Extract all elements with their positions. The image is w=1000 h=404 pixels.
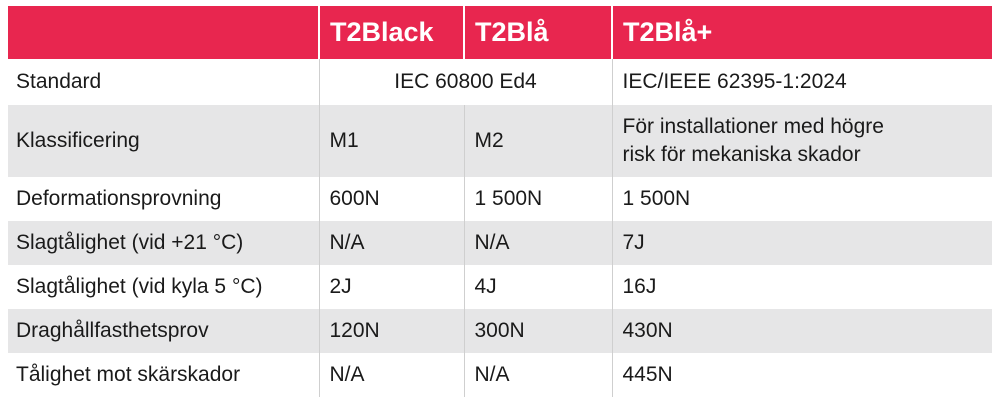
klassificering-t2blaplus: För installationer med högre risk för me…: [611, 105, 992, 177]
drag-t2black: 120N: [318, 309, 464, 353]
table-row-slag21: Slagtålighet (vid +21 °C) N/A N/A 7J: [8, 221, 992, 265]
row-label: Draghållfasthetsprov: [8, 309, 319, 353]
slag5-t2bla: 4J: [463, 265, 612, 309]
klassificering-t2blaplus-line2: risk för mekaniska skador: [622, 143, 861, 166]
table-row-drag: Draghållfasthetsprov 120N 300N 430N: [8, 309, 992, 353]
comparison-table-wrapper: T2Black T2Blå T2Blå+ Standard IEC 60800 …: [8, 6, 992, 397]
skar-t2bla: N/A: [463, 353, 612, 397]
slag21-t2blaplus: 7J: [611, 221, 992, 265]
table-row-slag5: Slagtålighet (vid kyla 5 °C) 2J 4J 16J: [8, 265, 992, 309]
table-row-standard: Standard IEC 60800 Ed4 IEC/IEEE 62395-1:…: [8, 59, 992, 105]
header-row: T2Black T2Blå T2Blå+: [8, 6, 992, 59]
slag21-t2bla: N/A: [463, 221, 612, 265]
row-label: Standard: [8, 59, 319, 105]
table-row-deformation: Deformationsprovning 600N 1 500N 1 500N: [8, 177, 992, 221]
header-t2bla: T2Blå: [463, 6, 612, 59]
table-row-klassificering: Klassificering M1 M2 För installationer …: [8, 105, 992, 177]
skar-t2black: N/A: [318, 353, 464, 397]
drag-t2blaplus: 430N: [611, 309, 992, 353]
comparison-table: T2Black T2Blå T2Blå+ Standard IEC 60800 …: [8, 6, 992, 397]
header-t2black: T2Black: [318, 6, 464, 59]
row-label: Tålighet mot skärskador: [8, 353, 319, 397]
skar-t2blaplus: 445N: [611, 353, 992, 397]
row-label: Deformationsprovning: [8, 177, 319, 221]
row-label: Slagtålighet (vid kyla 5 °C): [8, 265, 319, 309]
klassificering-t2black: M1: [318, 105, 464, 177]
deformation-t2bla: 1 500N: [463, 177, 612, 221]
row-label: Klassificering: [8, 105, 319, 177]
deformation-t2blaplus: 1 500N: [611, 177, 992, 221]
slag5-t2black: 2J: [318, 265, 464, 309]
slag21-t2black: N/A: [318, 221, 464, 265]
drag-t2bla: 300N: [463, 309, 612, 353]
deformation-t2black: 600N: [318, 177, 464, 221]
standard-t2blaplus: IEC/IEEE 62395-1:2024: [611, 59, 992, 105]
klassificering-t2blaplus-line1: För installationer med högre: [622, 115, 884, 138]
slag5-t2blaplus: 16J: [611, 265, 992, 309]
standard-t2black-t2bla: IEC 60800 Ed4: [318, 59, 612, 105]
header-t2blaplus: T2Blå+: [611, 6, 992, 59]
header-empty-cell: [8, 6, 319, 59]
table-row-skar: Tålighet mot skärskador N/A N/A 445N: [8, 353, 992, 397]
klassificering-t2bla: M2: [463, 105, 612, 177]
row-label: Slagtålighet (vid +21 °C): [8, 221, 319, 265]
